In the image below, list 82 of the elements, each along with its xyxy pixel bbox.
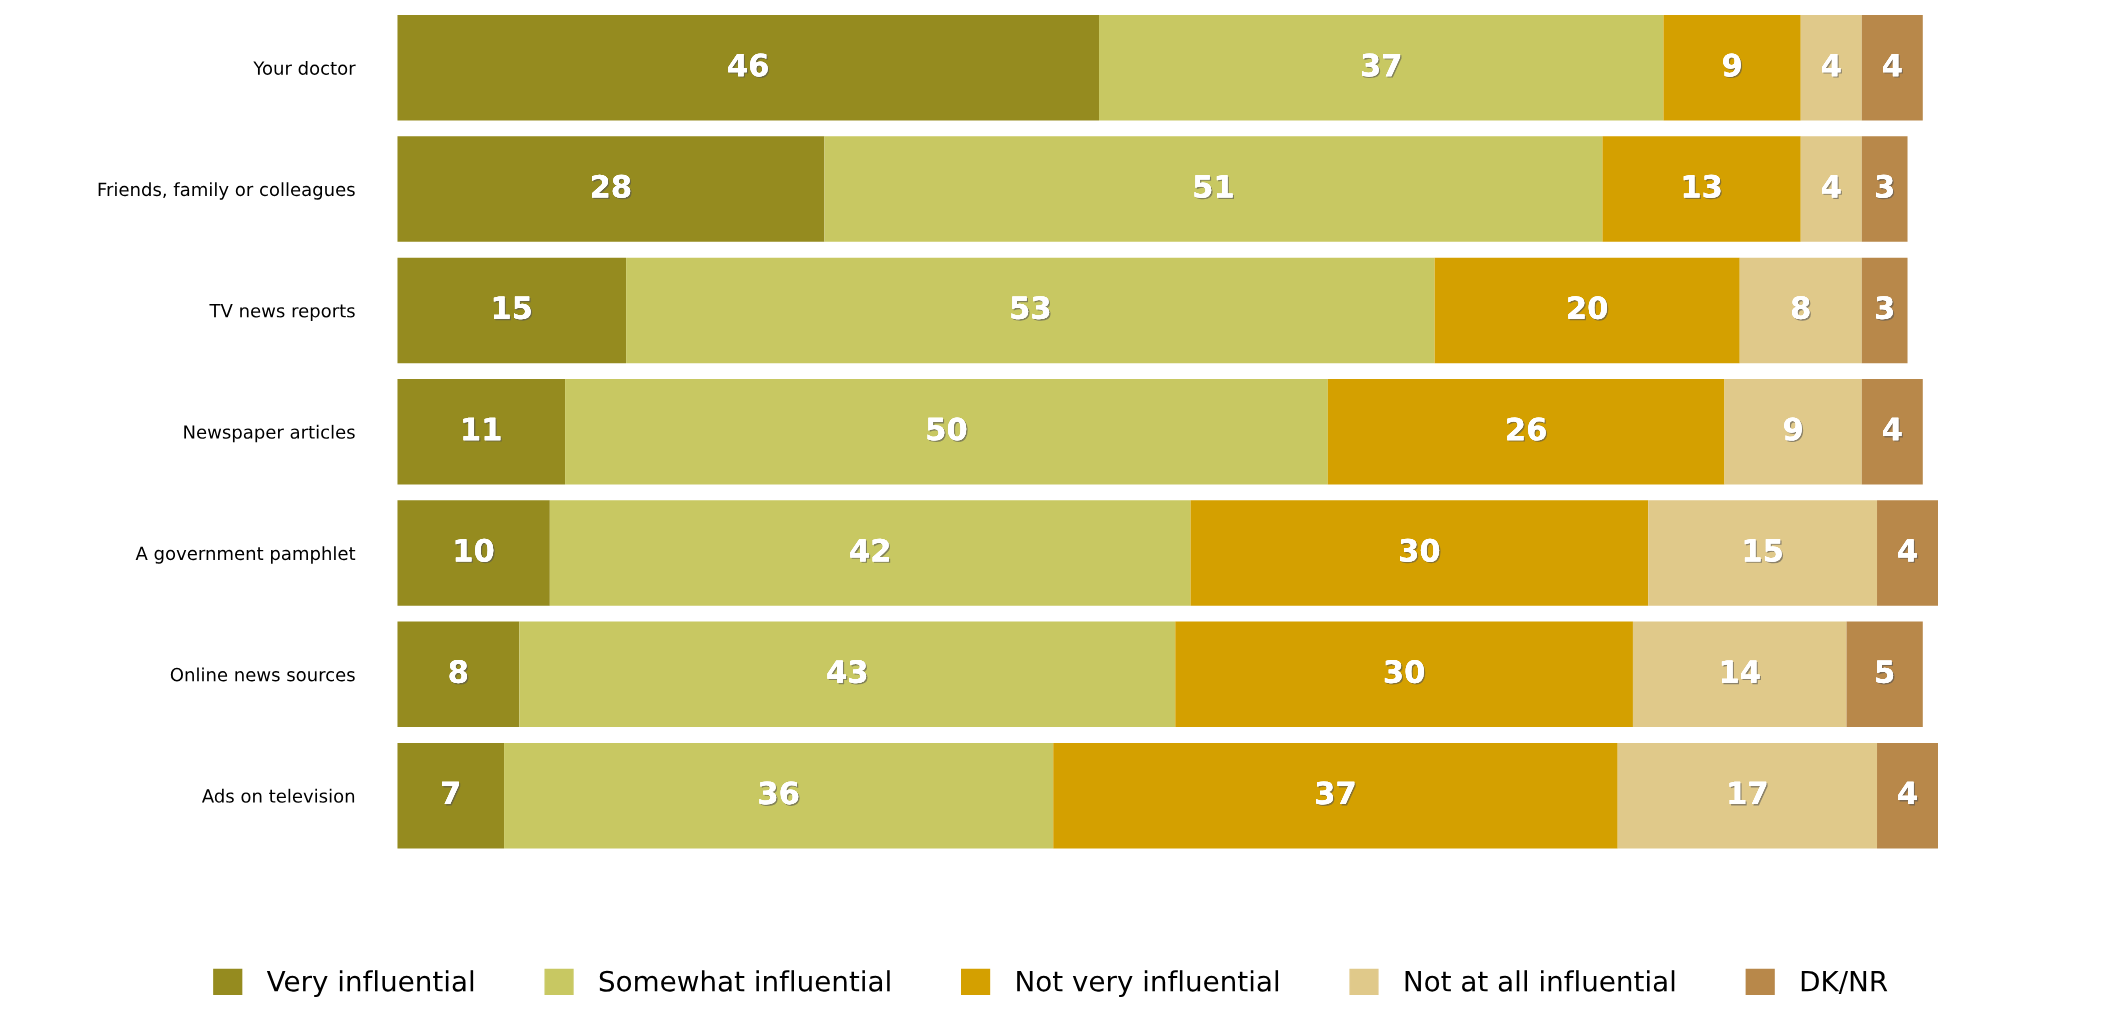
bar	[397, 621, 520, 728]
data-label: 11	[463, 417, 502, 442]
legend-label: Very influential	[266, 970, 474, 998]
bar	[519, 621, 1176, 728]
data-label: 14	[1721, 660, 1761, 685]
y-tick-label: Online news sources	[170, 667, 355, 682]
data-label: 4	[1822, 175, 1842, 199]
bar	[1846, 621, 1923, 728]
data-label: 4	[1883, 417, 1903, 442]
bar	[1724, 378, 1862, 485]
data-label: 46	[728, 53, 770, 79]
bar	[397, 257, 627, 364]
bar	[1648, 500, 1878, 606]
data-label: 20	[1568, 296, 1609, 321]
data-label: 4	[1883, 53, 1903, 78]
data-label: 9	[1784, 417, 1804, 442]
bar	[397, 15, 1100, 121]
bar	[1617, 742, 1878, 849]
data-label: 13	[1683, 174, 1722, 200]
bar	[1053, 742, 1618, 849]
bar	[1099, 15, 1664, 121]
bar	[397, 136, 825, 242]
legend-label: Somewhat influential	[599, 970, 890, 992]
data-label: 5	[1876, 660, 1895, 685]
bar	[1602, 136, 1801, 242]
bar	[1632, 621, 1847, 728]
bar	[397, 742, 505, 849]
bar	[1663, 15, 1801, 121]
data-label: 30	[1384, 660, 1426, 685]
bar	[397, 500, 550, 606]
bar	[1190, 500, 1649, 606]
data-label: 8	[449, 660, 469, 685]
data-label: 9	[1723, 53, 1743, 79]
bar	[565, 378, 1328, 485]
data-label: 42	[850, 538, 891, 563]
bar	[1739, 257, 1862, 364]
data-label: 37	[1362, 53, 1402, 79]
y-tick-label: A government pamphlet	[135, 546, 356, 564]
data-label: 15	[493, 296, 533, 321]
data-label: 3	[1876, 174, 1895, 200]
bar	[1877, 500, 1939, 606]
data-label: 17	[1729, 781, 1768, 806]
data-label: 4	[1898, 539, 1919, 563]
bar	[1327, 378, 1725, 485]
data-label: 43	[827, 660, 868, 685]
data-label: 10	[455, 538, 495, 564]
y-tick-label: Friends, family or colleagues	[98, 182, 355, 200]
data-label: 3	[1876, 296, 1895, 321]
data-label: 50	[927, 417, 968, 442]
bar	[1434, 257, 1740, 364]
bar	[1175, 621, 1633, 728]
bar	[1861, 257, 1908, 364]
bar	[504, 742, 1054, 849]
legend-label: Not very influential	[1017, 970, 1279, 998]
bar	[1877, 742, 1939, 849]
data-label: 7	[442, 781, 461, 806]
bar	[824, 136, 1603, 242]
data-label: 51	[1194, 175, 1234, 200]
data-label: 8	[1791, 296, 1811, 321]
bar	[1861, 378, 1923, 485]
legend-label: DK/NR	[1801, 971, 1888, 994]
data-label: 26	[1507, 417, 1548, 442]
bar	[626, 257, 1435, 364]
y-tick-label: Ads on television	[201, 788, 355, 803]
bar	[397, 378, 566, 485]
data-label: 36	[759, 781, 800, 806]
y-tick-label: Your doctor	[253, 60, 356, 75]
data-label: 30	[1400, 538, 1441, 564]
legend-label: Not at all influential	[1405, 970, 1675, 992]
data-label: 28	[592, 174, 632, 200]
data-label: 15	[1744, 539, 1784, 564]
y-tick-label: TV news reports	[209, 304, 355, 322]
bar	[1800, 136, 1862, 242]
data-label: 4	[1898, 781, 1919, 806]
bar	[1861, 136, 1908, 242]
data-label: 37	[1316, 781, 1356, 806]
y-tick-label: Newspaper articles	[184, 424, 355, 443]
data-label: 53	[1011, 296, 1051, 321]
data-label: 4	[1822, 53, 1842, 78]
bar	[1800, 15, 1862, 121]
bar	[1861, 15, 1923, 121]
bar	[549, 500, 1191, 606]
